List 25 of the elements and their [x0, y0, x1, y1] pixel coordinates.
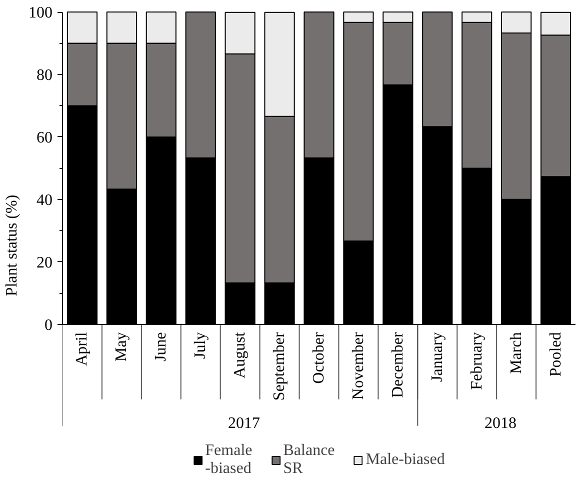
- legend-label: Female -biased: [205, 442, 252, 478]
- x-tick-label: April: [74, 332, 91, 366]
- y-tick-label: 20: [36, 254, 52, 272]
- x-tick-label: March: [508, 332, 525, 374]
- y-tick-label: 60: [36, 129, 52, 146]
- text: 2018: [484, 415, 517, 432]
- y-axis-title: Plant status (%): [4, 194, 20, 296]
- x-tick-label: February: [468, 332, 486, 390]
- y-tick-label: 100: [28, 4, 52, 22]
- x-tick-label: November: [350, 331, 367, 400]
- x-tick-label: December: [389, 331, 406, 398]
- x-tick-label: June: [152, 332, 170, 362]
- x-tick-label: Pooled: [547, 332, 564, 377]
- y-tick-label: 80: [36, 67, 52, 84]
- y-tick-label: 0: [44, 316, 52, 334]
- y-tick-label: 40: [36, 192, 52, 209]
- text: 2017: [228, 415, 260, 432]
- x-tick-label: May: [113, 332, 130, 362]
- x-tick-label: January: [428, 332, 446, 382]
- x-tick-label: September: [271, 331, 288, 401]
- legend-label: Balance SR: [283, 442, 335, 478]
- x-tick-label: July: [192, 332, 210, 359]
- x-tick-label: October: [310, 331, 328, 384]
- x-tick-label: August: [232, 332, 249, 378]
- legend-label: Male-biased: [366, 451, 445, 469]
